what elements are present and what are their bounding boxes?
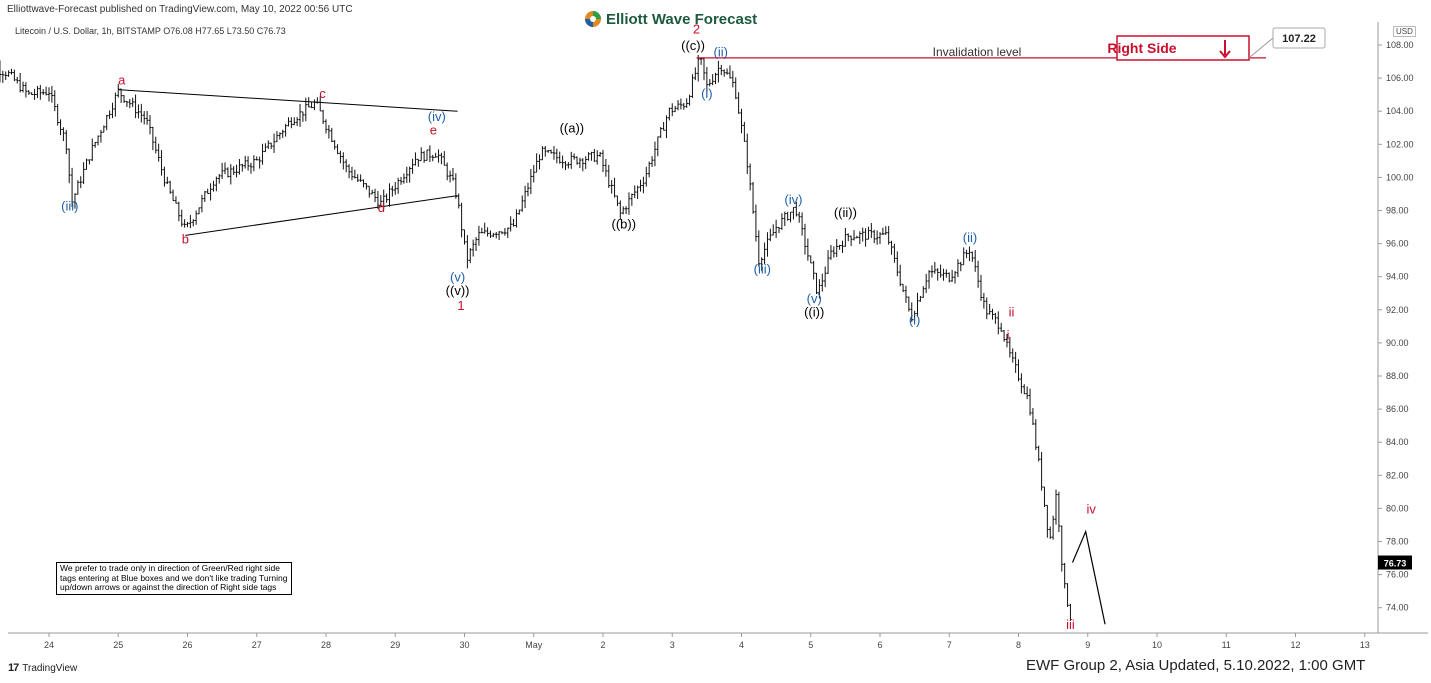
trading-note: We prefer to trade only in direction of …: [56, 562, 292, 595]
triangle-trendline: [118, 89, 458, 112]
wave-label: e: [430, 122, 437, 137]
wave-label: (v): [807, 291, 822, 306]
x-tick-label: 11: [1222, 640, 1231, 650]
y-tick-label: 102.00: [1386, 139, 1414, 149]
y-tick-label: 88.00: [1386, 371, 1409, 381]
y-tick-label: 94.00: [1386, 272, 1409, 282]
tradingview-logo-icon: 17: [8, 662, 19, 674]
x-tick-label: 8: [1016, 640, 1021, 650]
x-tick-label: 4: [739, 640, 744, 650]
wave-label: (ii): [963, 230, 977, 245]
invalidation-value: 107.22: [1282, 33, 1316, 45]
wave-label: ((ii)): [834, 205, 857, 220]
symbol-info: Litecoin / U.S. Dollar, 1h, BITSTAMP O76…: [15, 26, 286, 36]
x-tick-label: 7: [947, 640, 952, 650]
wave-label: (iv): [784, 192, 802, 207]
x-tick-label: 2: [600, 640, 605, 650]
x-tick-label: 12: [1290, 640, 1300, 650]
x-tick-label: 13: [1360, 640, 1370, 650]
wave-label: (ii): [714, 45, 728, 60]
wave-label: ((c)): [681, 38, 705, 53]
ewf-globe-icon: [585, 11, 601, 27]
wave-label: 2: [693, 21, 700, 36]
x-tick-label: 5: [808, 640, 813, 650]
publisher-line: Elliottwave-Forecast published on Tradin…: [7, 4, 353, 15]
y-tick-label: 90.00: [1386, 338, 1409, 348]
x-tick-label: 24: [44, 640, 54, 650]
y-tick-label: 74.00: [1386, 603, 1409, 613]
y-tick-label: 84.00: [1386, 437, 1409, 447]
value-callout-box: [1272, 27, 1326, 49]
x-tick-label: 3: [670, 640, 675, 650]
x-tick-label: 30: [459, 640, 469, 650]
wave-label: (iii): [61, 199, 78, 214]
ewf-logo: Elliott Wave Forecast: [584, 10, 757, 28]
y-tick-label: 76.00: [1386, 570, 1409, 580]
wave-label: d: [378, 200, 385, 215]
y-tick-label: 106.00: [1386, 73, 1414, 83]
value-callout-line: [1248, 37, 1274, 59]
wave-label: iii: [1066, 617, 1075, 632]
wave-label: (iii): [754, 261, 771, 276]
wave-label: c: [319, 86, 326, 101]
y-tick-label: 108.00: [1386, 40, 1414, 50]
tradingview-brand: 17 TradingView: [8, 662, 77, 674]
wave-label: ii: [1009, 304, 1015, 319]
y-tick-label: 98.00: [1386, 206, 1409, 216]
y-tick-label: 100.00: [1386, 172, 1414, 182]
wave-label: a: [118, 73, 126, 88]
last-price-tag: [1378, 555, 1412, 570]
x-tick-label: 25: [113, 640, 123, 650]
tradingview-label: TradingView: [22, 662, 78, 674]
invalidation-label: Invalidation level: [933, 45, 1022, 59]
down-arrow-head: [1219, 50, 1231, 59]
x-tick-label: May: [525, 640, 543, 650]
wave-label: ((i)): [804, 304, 824, 319]
y-tick-label: 80.00: [1386, 503, 1409, 513]
projection-path: [1071, 529, 1106, 625]
x-tick-label: 29: [390, 640, 400, 650]
x-tick-label: 26: [182, 640, 192, 650]
triangle-trendline: [185, 195, 458, 236]
wave-label: i: [1007, 328, 1010, 343]
last-price-value: 76.73: [1384, 559, 1407, 569]
wave-label: ((b)): [612, 217, 637, 232]
x-tick-label: 10: [1152, 640, 1162, 650]
x-tick-label: 27: [252, 640, 262, 650]
update-footer: EWF Group 2, Asia Updated, 5.10.2022, 1:…: [1026, 657, 1366, 674]
wave-label: ((v)): [446, 283, 470, 298]
y-tick-label: 104.00: [1386, 106, 1414, 116]
y-tick-label: 96.00: [1386, 239, 1409, 249]
wave-label: (i): [909, 313, 921, 328]
y-tick-label: 78.00: [1386, 537, 1409, 547]
logo-text: Elliott Wave Forecast: [606, 10, 758, 28]
y-tick-label: 92.00: [1386, 305, 1409, 315]
wave-label: (i): [701, 86, 713, 101]
x-tick-label: 28: [321, 640, 331, 650]
wave-label: 1: [457, 298, 464, 313]
x-tick-label: 6: [877, 640, 882, 650]
wave-label: iv: [1087, 501, 1097, 516]
wave-label: ((a)): [560, 121, 585, 136]
right-side-label: Right Side: [1107, 40, 1176, 56]
y-tick-label: 86.00: [1386, 404, 1409, 414]
wave-label: (iv): [428, 109, 446, 124]
x-tick-label: 9: [1085, 640, 1090, 650]
currency-label: USD: [1393, 26, 1416, 37]
y-tick-label: 82.00: [1386, 470, 1409, 480]
wave-label: b: [182, 232, 189, 247]
wave-label: (v): [450, 270, 465, 285]
